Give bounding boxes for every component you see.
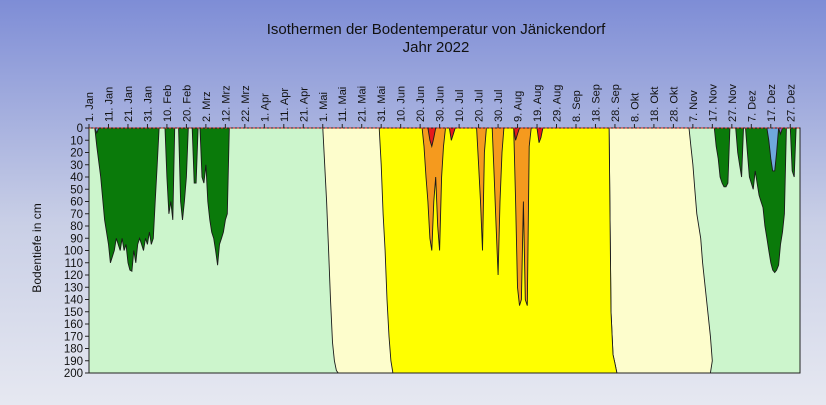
y-tick-label: 20 [70, 148, 83, 160]
x-tick-label: 28. Sep [610, 84, 622, 122]
y-tick-label: 10 [70, 135, 83, 147]
x-tick-label: 31. Mai [376, 86, 388, 122]
x-tick-label: 21. Apr [298, 87, 310, 122]
y-tick-label: 160 [64, 319, 83, 331]
y-axis: 0102030405060708090100110120130140150160… [64, 123, 89, 380]
x-tick-label: 10. Jul [454, 90, 466, 122]
y-tick-label: 90 [70, 233, 83, 245]
x-tick-label: 1. Mai [318, 92, 330, 122]
x-tick-label: 10. Jun [396, 86, 408, 122]
y-tick-label: 60 [70, 197, 83, 209]
y-tick-label: 140 [64, 295, 83, 307]
y-tick-label: 100 [64, 246, 83, 258]
x-tick-label: 22. Mrz [240, 85, 252, 122]
x-tick-label: 19. Aug [532, 85, 544, 122]
band-darkgreen-2 [745, 127, 787, 274]
x-tick-label: 29. Aug [552, 85, 564, 122]
y-tick-label: 80 [70, 221, 83, 233]
x-tick-label: 20. Jun [415, 86, 427, 122]
chart-title: Isothermen der Bodentemperatur von Jänic… [267, 21, 606, 38]
x-tick-label: 11. Jan [104, 87, 116, 122]
y-axis-label: Bodentiefe in cm [30, 203, 44, 292]
x-tick-label: 21. Mai [357, 86, 369, 122]
x-tick-label: 18. Sep [591, 84, 603, 122]
y-tick-label: 120 [64, 270, 83, 282]
x-tick-label: 8. Okt [629, 93, 641, 122]
y-tick-label: 200 [64, 368, 83, 380]
x-tick-label: 31. Jan [142, 86, 154, 122]
y-tick-label: 190 [64, 356, 83, 368]
y-tick-label: 40 [70, 172, 83, 184]
x-tick-label: 18. Okt [649, 87, 661, 122]
x-tick-label: 21. Jan [123, 86, 135, 122]
y-tick-label: 180 [64, 344, 83, 356]
y-tick-label: 0 [77, 123, 83, 135]
x-tick-label: 1. Jan [84, 92, 96, 122]
band-orange-0 [421, 127, 447, 251]
y-tick-label: 150 [64, 307, 83, 319]
y-tick-label: 130 [64, 282, 83, 294]
y-tick-label: 170 [64, 331, 83, 343]
band-darkgreen-4 [713, 127, 744, 188]
x-tick-label: 11. Apr [279, 88, 291, 122]
y-tick-label: 70 [70, 209, 83, 221]
x-tick-label: 8. Sep [571, 90, 583, 122]
x-tick-label: 30. Jul [493, 90, 505, 122]
y-tick-label: 50 [70, 184, 83, 196]
x-tick-label: 28. Okt [668, 87, 680, 122]
x-tick-label: 11. Mai [337, 87, 349, 122]
x-tick-label: 27. Nov [727, 84, 739, 122]
band-darkgreen-0 [94, 127, 160, 273]
x-tick-label: 12. Mrz [220, 85, 232, 122]
x-tick-label: 2. Mrz [201, 91, 213, 122]
y-tick-label: 30 [70, 160, 83, 172]
x-tick-label: 1. Apr [259, 93, 271, 122]
x-tick-label: 7. Nov [688, 90, 700, 122]
plot-area [88, 127, 801, 374]
band-orange-2 [491, 127, 505, 276]
y-tick-label: 110 [65, 258, 83, 270]
x-tick-label: 7. Dez [746, 90, 758, 122]
x-tick-label: 10. Feb [162, 85, 174, 122]
band-lightblue-1 [766, 127, 780, 172]
x-tick-label: 20. Feb [181, 85, 193, 122]
x-tick-label: 27. Dez [785, 84, 797, 122]
x-tick-label: 17. Dez [766, 84, 778, 122]
band-orange-3 [513, 127, 532, 306]
x-tick-label: 20. Jul [474, 90, 486, 122]
x-tick-label: 17. Nov [707, 84, 719, 122]
x-axis: 1. Jan 11. Jan 21. Jan 31. Jan 10. Feb 20. Fe… [84, 84, 797, 128]
x-tick-label: 30. Jun [435, 86, 447, 122]
x-tick-label: 9. Aug [513, 91, 525, 122]
chart-subtitle: Jahr 2022 [403, 39, 470, 56]
